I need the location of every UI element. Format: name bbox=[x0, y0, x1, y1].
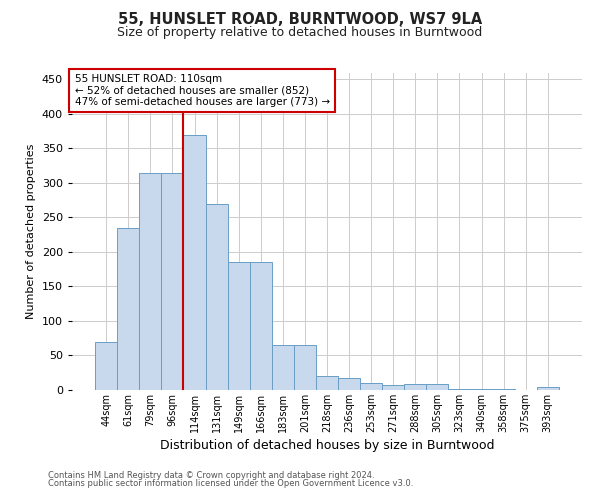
Text: Contains HM Land Registry data © Crown copyright and database right 2024.: Contains HM Land Registry data © Crown c… bbox=[48, 470, 374, 480]
Bar bbox=[95, 342, 117, 390]
Text: Contains public sector information licensed under the Open Government Licence v3: Contains public sector information licen… bbox=[48, 479, 413, 488]
Bar bbox=[338, 378, 360, 390]
Bar bbox=[448, 388, 470, 390]
Bar bbox=[404, 384, 427, 390]
Text: 55, HUNSLET ROAD, BURNTWOOD, WS7 9LA: 55, HUNSLET ROAD, BURNTWOOD, WS7 9LA bbox=[118, 12, 482, 28]
Bar bbox=[360, 383, 382, 390]
Bar bbox=[382, 385, 404, 390]
Bar bbox=[227, 262, 250, 390]
Bar bbox=[250, 262, 272, 390]
Bar bbox=[161, 172, 184, 390]
Bar bbox=[493, 388, 515, 390]
Bar bbox=[206, 204, 227, 390]
Bar bbox=[139, 172, 161, 390]
Text: Size of property relative to detached houses in Burntwood: Size of property relative to detached ho… bbox=[118, 26, 482, 39]
Bar bbox=[272, 345, 294, 390]
X-axis label: Distribution of detached houses by size in Burntwood: Distribution of detached houses by size … bbox=[160, 439, 494, 452]
Bar bbox=[184, 134, 206, 390]
Bar bbox=[470, 388, 493, 390]
Bar bbox=[294, 345, 316, 390]
Bar bbox=[316, 376, 338, 390]
Text: 55 HUNSLET ROAD: 110sqm
← 52% of detached houses are smaller (852)
47% of semi-d: 55 HUNSLET ROAD: 110sqm ← 52% of detache… bbox=[74, 74, 329, 108]
Bar bbox=[117, 228, 139, 390]
Bar bbox=[537, 387, 559, 390]
Bar bbox=[427, 384, 448, 390]
Y-axis label: Number of detached properties: Number of detached properties bbox=[26, 144, 36, 319]
